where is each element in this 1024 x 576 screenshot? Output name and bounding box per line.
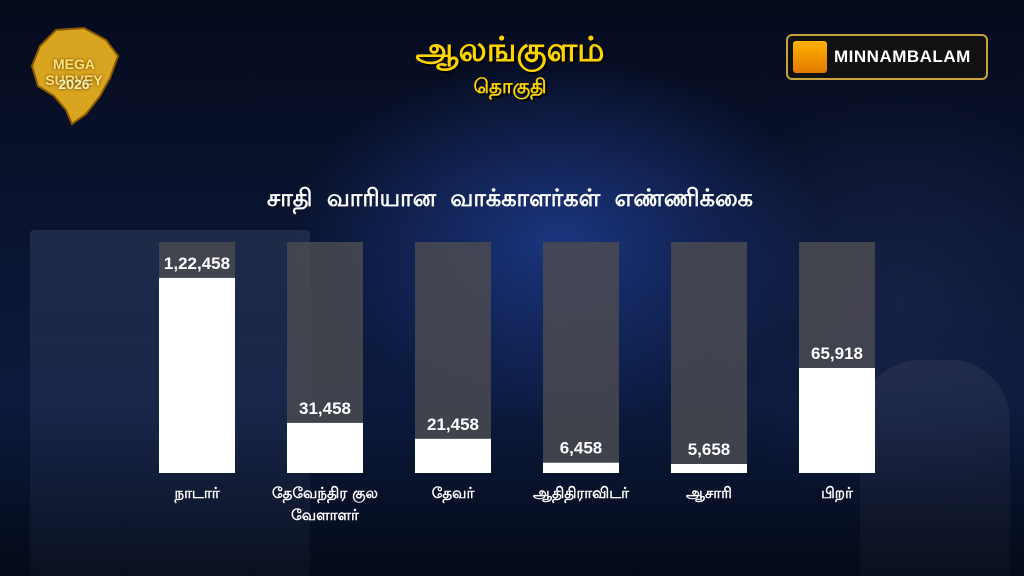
category-label: பிறர்	[821, 484, 854, 502]
logo-mark-icon	[793, 41, 827, 73]
category-label: ஆசாரி	[686, 484, 732, 502]
data-label: 31,458	[299, 399, 351, 418]
category-label: தேவேந்திர குல வேளாளர்	[272, 484, 378, 524]
logo-text: MINNAMBALAM	[834, 47, 971, 66]
background-hand	[860, 360, 1010, 576]
category-label: ஆதிதிராவிடர்	[533, 484, 630, 503]
data-label: 65,918	[811, 344, 863, 363]
bar	[671, 463, 747, 473]
badge-year: 2026	[58, 76, 90, 92]
bar	[799, 367, 875, 473]
bar	[543, 462, 619, 473]
category-label: நாடார்	[173, 484, 220, 503]
badge-title: MEGA SURVEY	[45, 56, 103, 88]
data-label: 5,658	[688, 440, 731, 459]
minnambalam-logo: MINNAMBALAM	[786, 34, 988, 80]
mega-survey-badge: MEGA SURVEY 2026	[26, 26, 122, 126]
page-title: ஆலங்குளம்	[415, 30, 605, 70]
bar-track	[543, 242, 619, 473]
bar-track	[671, 242, 747, 473]
page-subtitle: தொகுதி	[473, 74, 547, 98]
bar	[159, 277, 235, 473]
chart-title: சாதி வாரியான வாக்காளர்கள் எண்ணிக்கை	[266, 184, 754, 212]
bar	[415, 438, 491, 473]
bar	[287, 422, 363, 473]
data-label: 6,458	[560, 439, 603, 458]
bar-track	[415, 242, 491, 473]
category-label: தேவர்	[432, 484, 476, 503]
data-label: 21,458	[427, 415, 479, 434]
tamilnadu-map-icon	[30, 26, 120, 126]
data-label: 1,22,458	[164, 254, 230, 273]
